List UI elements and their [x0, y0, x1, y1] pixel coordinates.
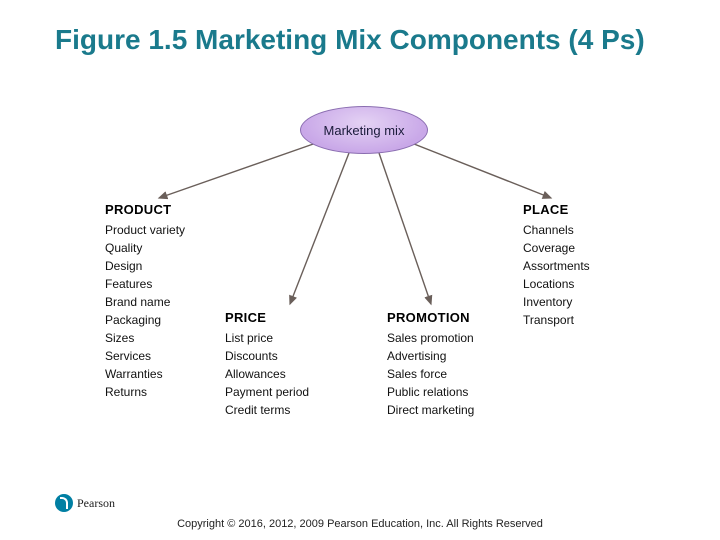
branch-item: Credit terms	[225, 401, 309, 419]
branch-item: List price	[225, 329, 309, 347]
branch-item: Advertising	[387, 347, 474, 365]
branch-item: Packaging	[105, 311, 185, 329]
branch-item: Assortments	[523, 257, 590, 275]
branch-item: Transport	[523, 311, 590, 329]
branch-item: Sizes	[105, 329, 185, 347]
center-node-marketing-mix: Marketing mix	[300, 106, 428, 154]
branch-heading: PLACE	[523, 202, 590, 217]
branch-place: PLACE ChannelsCoverageAssortmentsLocation…	[523, 202, 590, 329]
branch-product: PRODUCT Product varietyQualityDesignFeatu…	[105, 202, 185, 401]
figure-title: Figure 1.5 Marketing Mix Components (4 P…	[55, 22, 645, 57]
branch-item: Channels	[523, 221, 590, 239]
branch-item: Discounts	[225, 347, 309, 365]
center-node-label: Marketing mix	[324, 123, 405, 138]
branch-item: Allowances	[225, 365, 309, 383]
copyright-footer: Copyright © 2016, 2012, 2009 Pearson Edu…	[0, 518, 720, 530]
branch-heading: PRODUCT	[105, 202, 185, 217]
branch-item: Services	[105, 347, 185, 365]
branch-item: Brand name	[105, 293, 185, 311]
branch-item: Public relations	[387, 383, 474, 401]
branch-heading: PROMOTION	[387, 310, 474, 325]
branch-item: Direct marketing	[387, 401, 474, 419]
branch-item: Quality	[105, 239, 185, 257]
branch-item: Design	[105, 257, 185, 275]
marketing-mix-diagram: Marketing mix PRODUCT Product varietyQual…	[55, 100, 665, 460]
branch-item: Coverage	[523, 239, 590, 257]
branch-item: Features	[105, 275, 185, 293]
branch-promotion: PROMOTION Sales promotionAdvertisingSales…	[387, 310, 474, 419]
branch-price: PRICE List priceDiscountsAllowancesPaymen…	[225, 310, 309, 419]
pearson-logo-icon	[55, 494, 73, 512]
branch-item: Inventory	[523, 293, 590, 311]
pearson-logo-text: Pearson	[77, 496, 115, 511]
branch-item: Sales force	[387, 365, 474, 383]
branch-item: Product variety	[105, 221, 185, 239]
branch-item: Payment period	[225, 383, 309, 401]
branch-item: Locations	[523, 275, 590, 293]
branch-item: Sales promotion	[387, 329, 474, 347]
pearson-logo: Pearson	[55, 494, 115, 512]
branch-heading: PRICE	[225, 310, 309, 325]
branch-item: Warranties	[105, 365, 185, 383]
branch-item: Returns	[105, 383, 185, 401]
